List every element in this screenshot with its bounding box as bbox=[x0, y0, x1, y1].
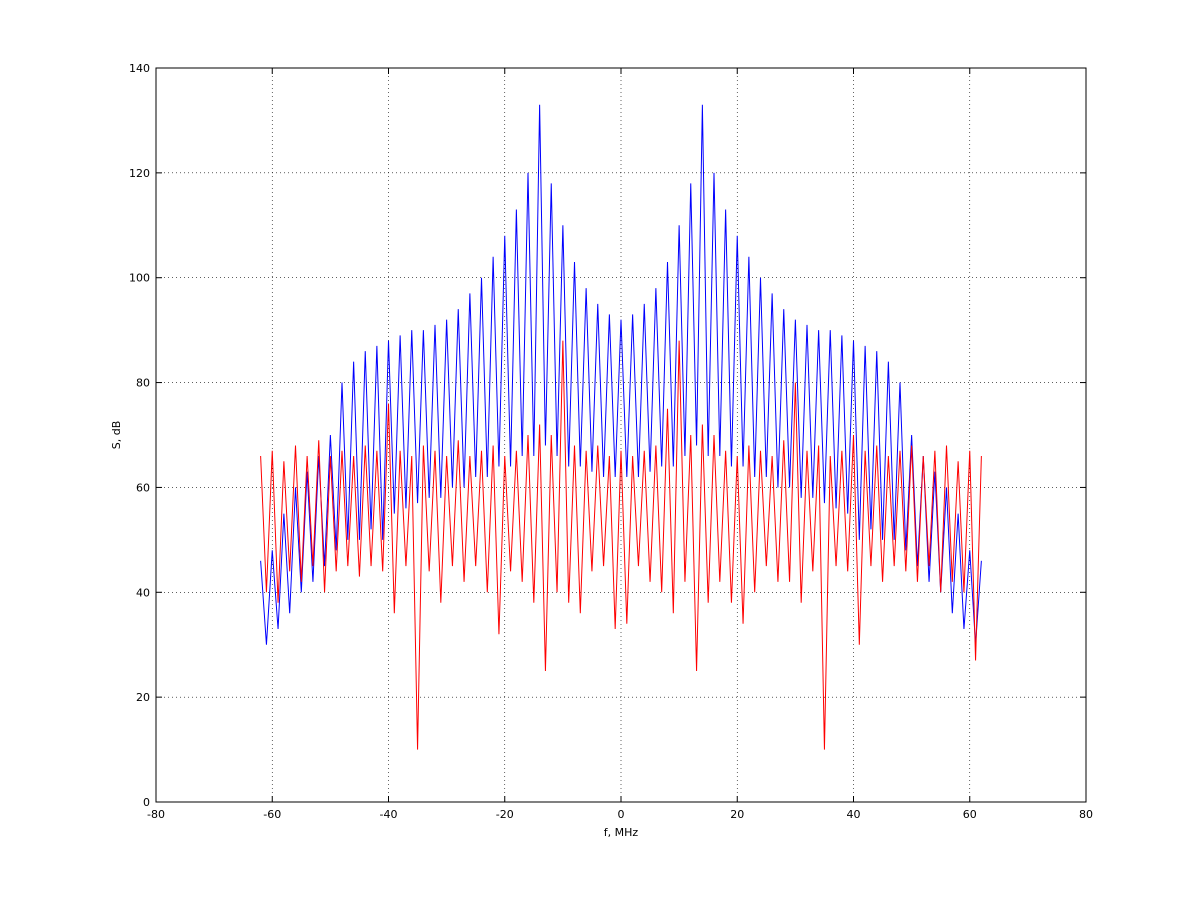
x-tick-label: 80 bbox=[1079, 808, 1093, 821]
y-axis-label: S, dB bbox=[110, 421, 123, 450]
x-tick-label: -60 bbox=[263, 808, 281, 821]
x-tick-label: -40 bbox=[380, 808, 398, 821]
x-tick-label: 20 bbox=[730, 808, 744, 821]
y-tick-label: 20 bbox=[136, 691, 150, 704]
y-tick-label: 0 bbox=[143, 796, 150, 809]
series-line bbox=[260, 104, 982, 645]
y-tick-label: 40 bbox=[136, 586, 150, 599]
y-tick-label: 60 bbox=[136, 481, 150, 494]
x-tick-label: 40 bbox=[847, 808, 861, 821]
x-tick-label: 60 bbox=[963, 808, 977, 821]
x-tick-label: 0 bbox=[618, 808, 625, 821]
y-tick-label: 100 bbox=[129, 272, 150, 285]
y-tick-label: 140 bbox=[129, 62, 150, 75]
x-tick-label: -20 bbox=[496, 808, 514, 821]
plot-frame bbox=[155, 67, 1087, 803]
series-line bbox=[260, 340, 982, 750]
y-tick-label: 120 bbox=[129, 167, 150, 180]
y-tick-label: 80 bbox=[136, 377, 150, 390]
x-tick-label: -80 bbox=[147, 808, 165, 821]
x-axis-label: f, MHz bbox=[604, 826, 639, 839]
